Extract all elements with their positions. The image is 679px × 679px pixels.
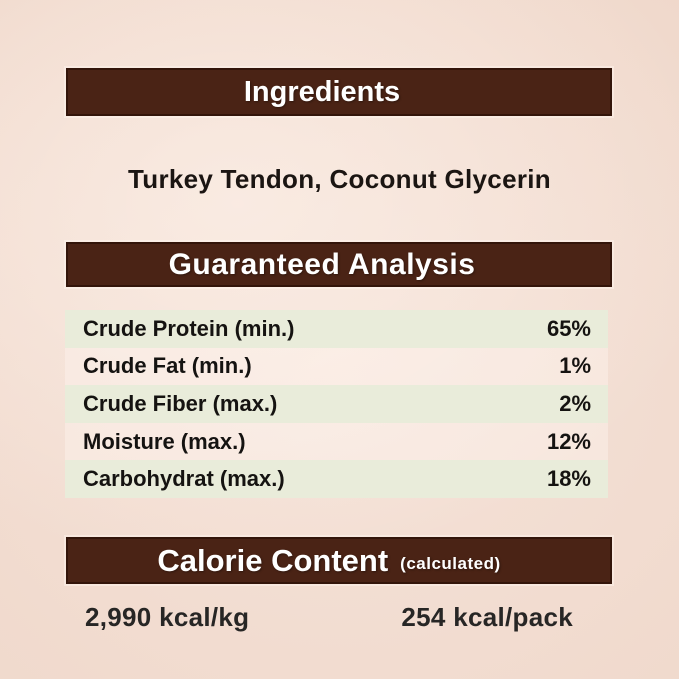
row-value: 65% xyxy=(546,315,591,341)
guaranteed-analysis-header-title: Guaranteed Analysis xyxy=(168,247,476,281)
calorie-per-kg: 2,990 kcal/kg xyxy=(85,602,250,632)
ingredients-list-text: Turkey Tendon, Coconut Glycerin xyxy=(128,164,551,194)
ingredients-header-title: Ingredients xyxy=(243,75,401,108)
calorie-content-header-bar: Calorie Content (calculated) xyxy=(66,537,612,584)
guaranteed-analysis-table: Crude Protein (min.) 65% Crude Fat (min.… xyxy=(65,310,608,498)
table-row: Crude Protein (min.) 65% xyxy=(65,310,608,348)
row-value: 12% xyxy=(546,428,591,454)
table-row: Moisture (max.) 12% xyxy=(65,422,608,461)
row-label: Moisture (max.) xyxy=(83,428,246,454)
row-label: Crude Fat (min.) xyxy=(83,353,252,379)
calorie-content-header-subtitle: (calculated) xyxy=(400,553,501,573)
row-value: 18% xyxy=(546,466,591,492)
guaranteed-analysis-header-bar: Guaranteed Analysis xyxy=(66,242,612,287)
row-value: 1% xyxy=(559,353,591,379)
row-value: 2% xyxy=(559,390,591,416)
row-label: Crude Fiber (max.) xyxy=(83,390,278,416)
calorie-content-header-title: Calorie Content xyxy=(157,542,389,578)
ingredients-header-bar: Ingredients xyxy=(66,68,612,116)
row-label: Crude Protein (min.) xyxy=(83,315,295,341)
table-row: Crude Fat (min.) 1% xyxy=(65,347,608,386)
calorie-values-row: 2,990 kcal/kg 254 kcal/pack xyxy=(66,602,612,633)
table-row: Carbohydrat (max.) 18% xyxy=(65,460,608,498)
table-row: Crude Fiber (max.) 2% xyxy=(65,385,608,423)
calorie-per-pack: 254 kcal/pack xyxy=(401,602,573,632)
row-label: Carbohydrat (max.) xyxy=(83,466,285,492)
